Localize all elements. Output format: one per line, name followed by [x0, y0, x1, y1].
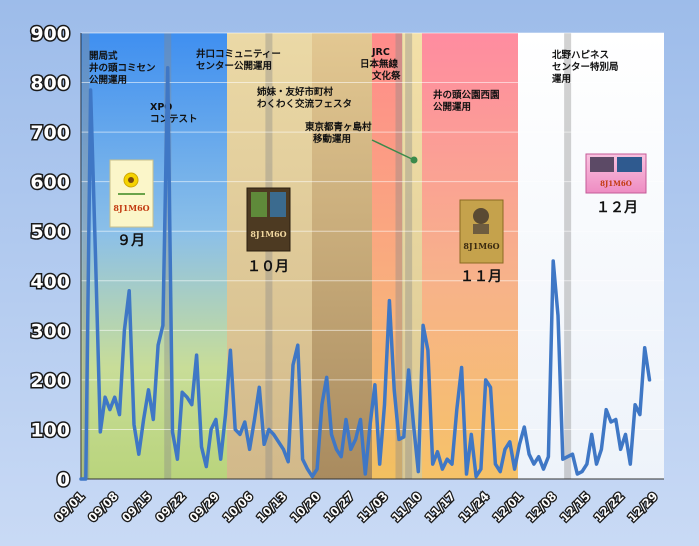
- event-marker-bar-4: [405, 33, 413, 479]
- annotation-xpo-line1: XPO: [150, 102, 172, 113]
- annotation-inokuchi: 井口コミュニティー センター公開運用: [196, 48, 284, 72]
- annotation-kaikyoku-line1: 開局式: [89, 50, 118, 62]
- qsl-card-november-portrait-body: [473, 224, 489, 234]
- annotation-kaikyoku-line2: 井の頭コミセン: [89, 62, 156, 74]
- y-tick-label-400: 400: [30, 271, 70, 293]
- qsl-card-september: 8J1M6O: [109, 159, 154, 228]
- qsl-card-october-callsign: 8J1M6O: [250, 229, 286, 239]
- qsl-card-december-callsign: 8J1M6O: [600, 179, 632, 188]
- annotation-kitano-line3: 運用: [552, 74, 571, 85]
- band-december: [518, 33, 664, 479]
- annotation-jrc-line1: JRC: [371, 47, 390, 58]
- annotation-kitano-line1: 北野ハピネス: [552, 49, 609, 61]
- period-bands: [81, 33, 664, 479]
- event-marker-bar-2: [265, 33, 273, 479]
- month-label-october: １０月: [247, 259, 289, 275]
- band-november-b: [402, 33, 422, 479]
- annotation-shimai-line1: 姉妹・友好市町村: [257, 86, 334, 98]
- qsl-card-december: 8J1M6O: [585, 153, 647, 194]
- annotation-aogashima-line2: 移動運用: [313, 133, 351, 145]
- y-tick-label-0: 0: [57, 469, 70, 491]
- annotation-aogashima-marker: [410, 156, 418, 164]
- series-line: [79, 65, 652, 481]
- annotation-kaikyoku: 開局式 井の頭コミセン 公開運用: [89, 50, 159, 86]
- qsl-card-november: 8J1M6O: [459, 199, 504, 264]
- annotation-jrc-line2: 日本無線: [360, 58, 399, 70]
- annotation-aogashima-leader: [371, 139, 415, 161]
- y-tick-label-600: 600: [30, 172, 70, 194]
- month-label-december: １２月: [596, 200, 638, 216]
- event-marker-bar-0: [82, 33, 90, 479]
- annotation-koen-line2: 公開運用: [433, 101, 471, 113]
- event-annotations: 開局式 井の頭コミセン 公開運用 XPO コンテスト 井口コミュニティー センタ…: [89, 47, 622, 164]
- annotation-jrc-line3: 文化祭: [371, 70, 401, 82]
- y-tick-label-100: 100: [30, 419, 70, 441]
- qsl-card-november-portrait: [473, 208, 489, 224]
- annotation-shimai-line2: わくわく交流フェスタ: [257, 98, 352, 110]
- axes: [80, 33, 664, 480]
- qsl-card-october-photo-right: [270, 192, 286, 217]
- qsl-card-september-line: [118, 193, 145, 195]
- event-marker-bar-5: [564, 33, 572, 479]
- y-tick-label-700: 700: [30, 122, 70, 144]
- event-marker-bar-1: [164, 33, 172, 479]
- qsl-card-october-photo-left: [251, 192, 267, 217]
- sunflower-center-icon: [128, 177, 134, 183]
- annotation-koen-line1: 井の頭公園西園: [433, 89, 500, 101]
- annotation-koen: 井の頭公園西園 公開運用: [433, 89, 503, 113]
- qsl-card-november-callsign: 8J1M6O: [463, 241, 499, 251]
- annotation-kaikyoku-line3: 公開運用: [89, 74, 127, 86]
- y-tick-label-500: 500: [30, 221, 70, 243]
- qsl-card-october: 8J1M6O: [246, 187, 291, 252]
- band-october-a: [227, 33, 312, 479]
- y-tick-labels: 0 100 200 300 400 500 600 700 800 900: [29, 22, 72, 493]
- month-label-september: ９月: [117, 233, 145, 249]
- month-label-november: １１月: [460, 269, 502, 285]
- annotation-aogashima-line1: 東京都青ヶ島村: [304, 121, 372, 133]
- qsl-card-december-photo-right: [617, 157, 642, 172]
- annotation-inokuchi-line2: センター公開運用: [196, 60, 272, 72]
- y-tick-label-200: 200: [30, 370, 70, 392]
- annotation-kitano-line2: センター特別局: [552, 61, 619, 73]
- annotation-aogashima: 東京都青ヶ島村 移動運用: [304, 121, 375, 145]
- annotation-xpo: XPO コンテスト: [150, 102, 198, 125]
- event-marker-bar-3: [395, 33, 403, 479]
- qsl-cards: 8J1M6O ９月 8J1M6O １０月 8J1M6O １１月 8J1M6O １…: [109, 153, 647, 285]
- annotation-inokuchi-line1: 井口コミュニティー: [196, 48, 281, 60]
- y-tick-label-900: 900: [30, 23, 70, 45]
- qsl-card-december-photo-left: [590, 157, 614, 172]
- event-marker-bars: [82, 33, 572, 479]
- annotation-shimai: 姉妹・友好市町村 わくわく交流フェスタ: [257, 86, 352, 110]
- qsl-card-september-callsign: 8J1M6O: [113, 203, 149, 213]
- y-tick-label-800: 800: [30, 73, 70, 95]
- annotation-jrc: JRC 日本無線 文化祭: [360, 47, 401, 82]
- annotation-kitano: 北野ハピネス センター特別局 運用: [552, 49, 622, 85]
- y-tick-label-300: 300: [30, 320, 70, 342]
- annotation-xpo-line2: コンテスト: [150, 114, 198, 125]
